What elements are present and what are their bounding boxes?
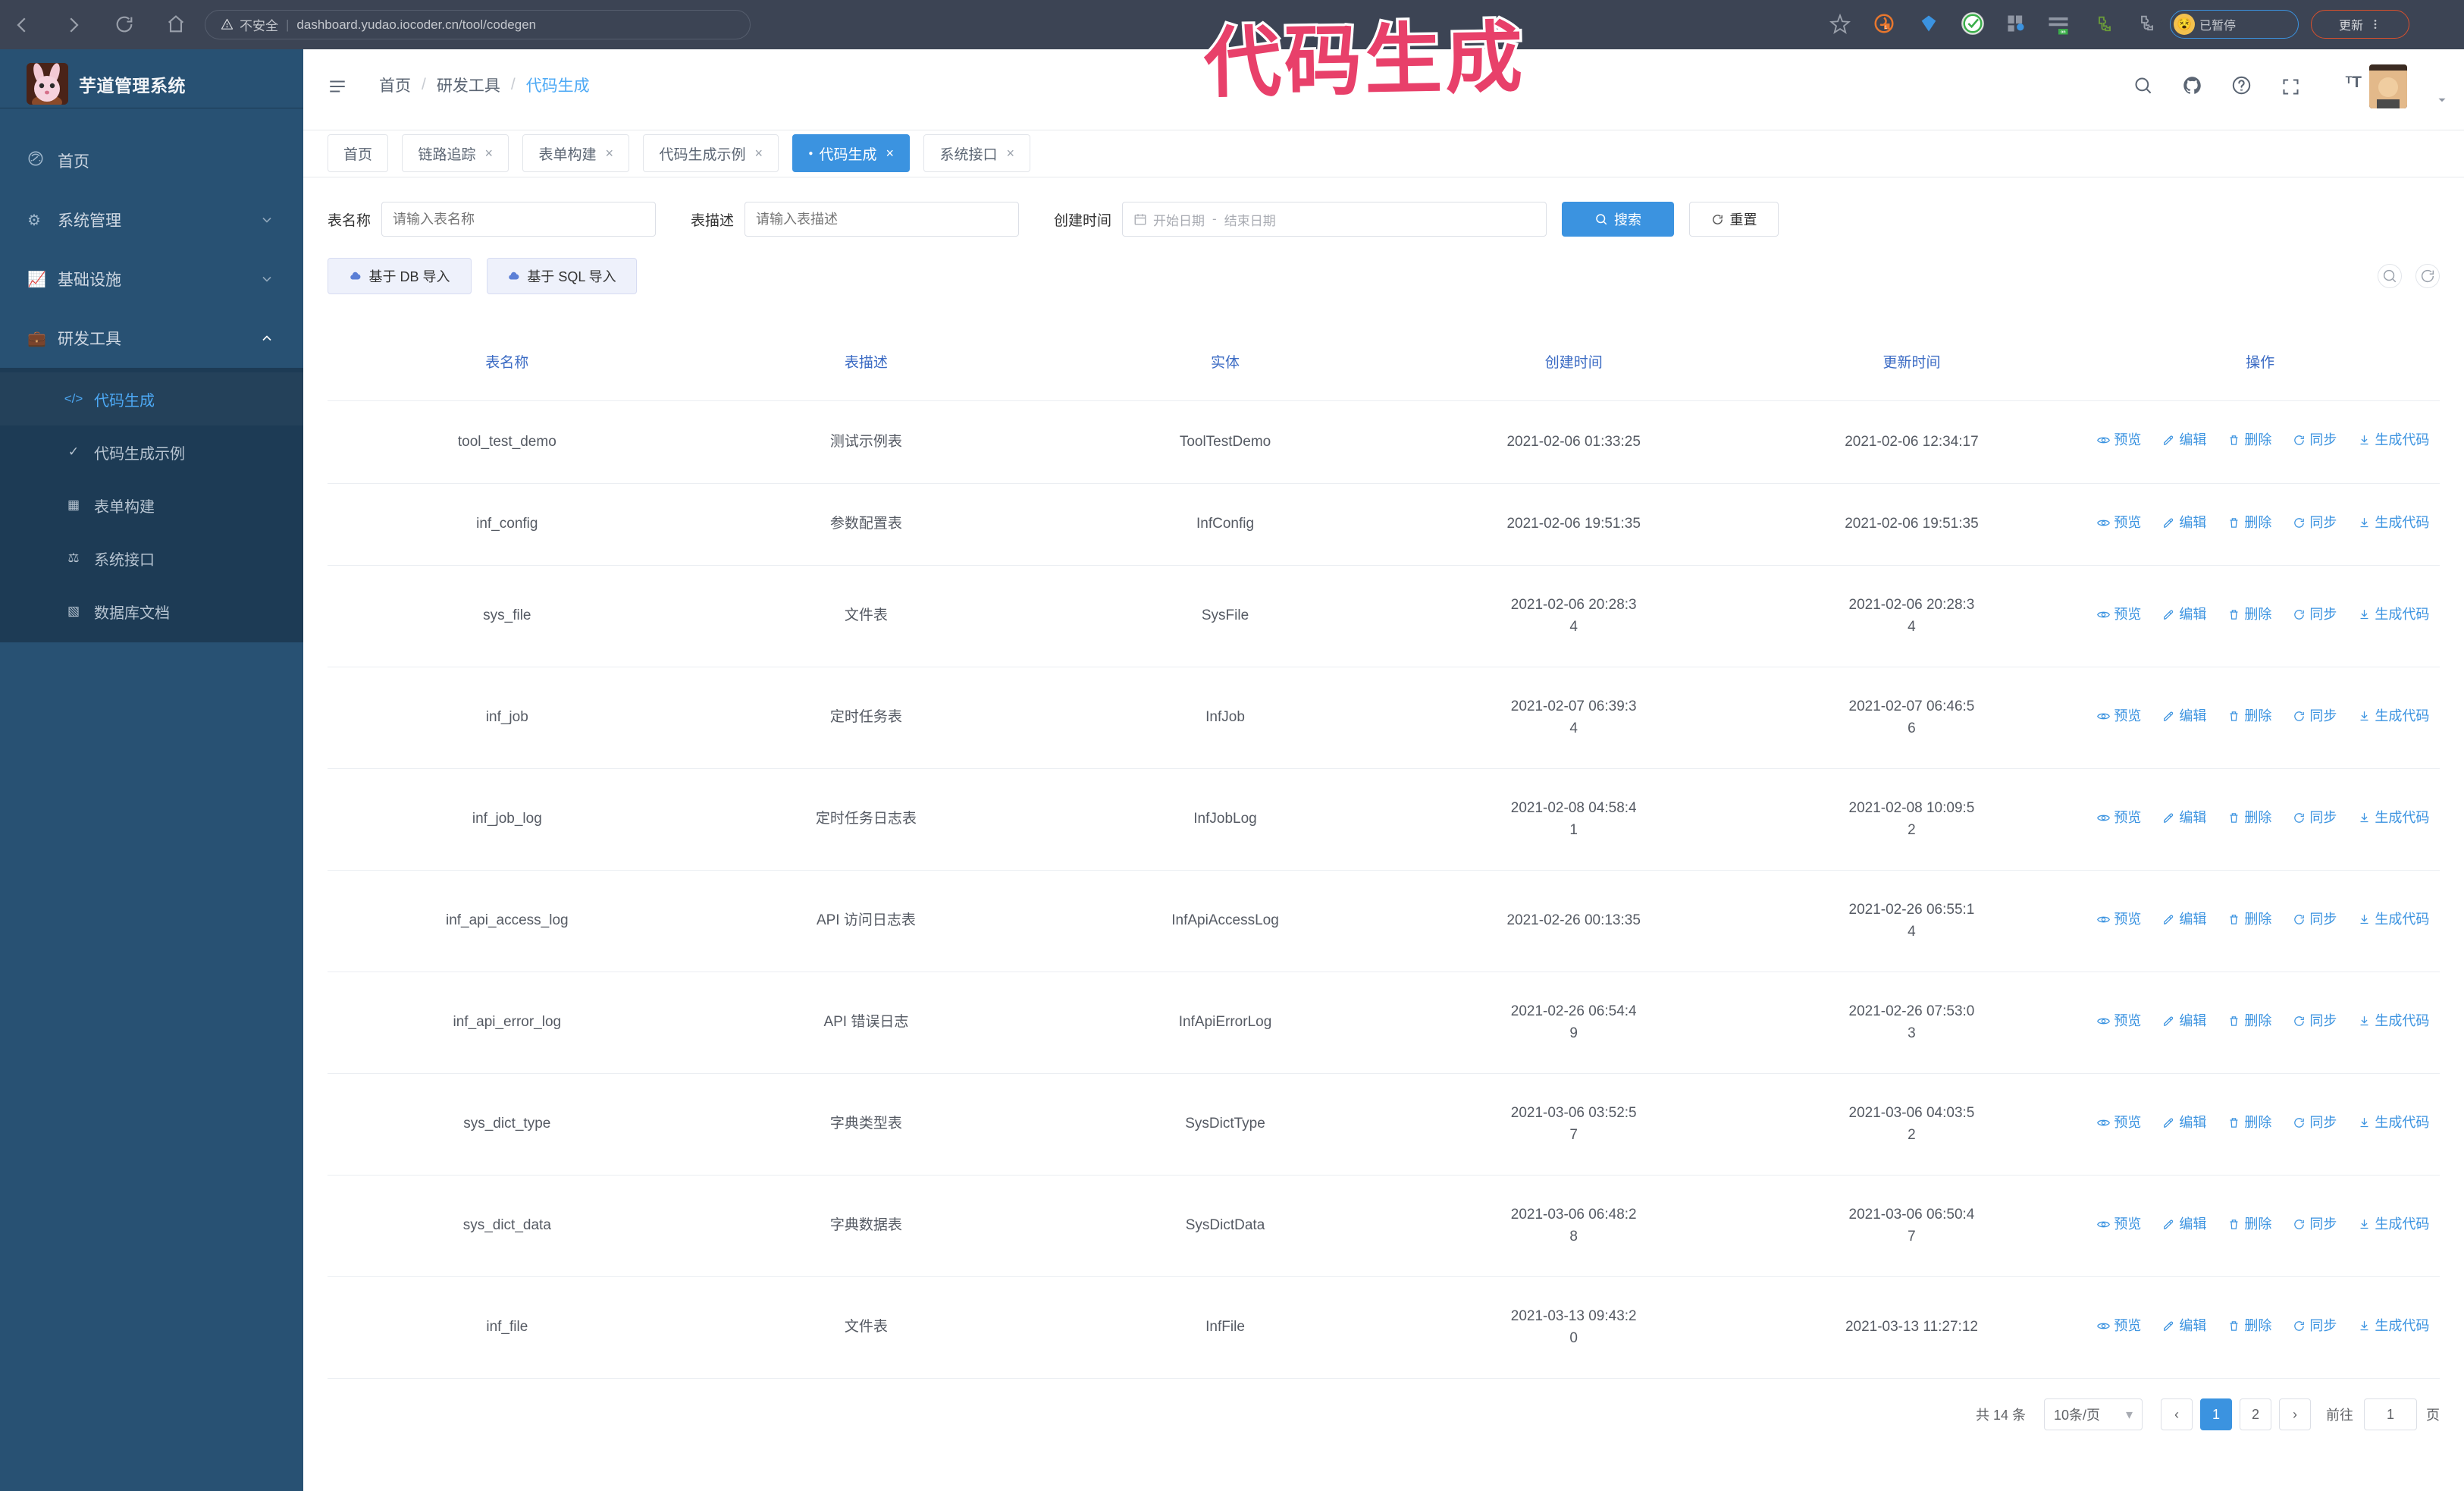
svg-text:1: 1: [1885, 25, 1888, 30]
svg-text:on: on: [2061, 30, 2066, 35]
